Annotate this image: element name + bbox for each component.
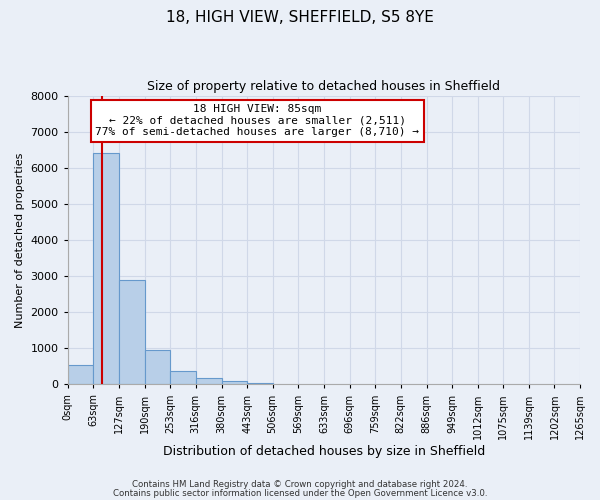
Text: Contains public sector information licensed under the Open Government Licence v3: Contains public sector information licen… [113, 488, 487, 498]
X-axis label: Distribution of detached houses by size in Sheffield: Distribution of detached houses by size … [163, 444, 485, 458]
Bar [119, 280, 145, 384]
Bar [170, 370, 196, 384]
Text: 18 HIGH VIEW: 85sqm
← 22% of detached houses are smaller (2,511)
77% of semi-det: 18 HIGH VIEW: 85sqm ← 22% of detached ho… [95, 104, 419, 138]
Bar [68, 364, 93, 384]
Bar [196, 378, 221, 384]
Text: 18, HIGH VIEW, SHEFFIELD, S5 8YE: 18, HIGH VIEW, SHEFFIELD, S5 8YE [166, 10, 434, 25]
Bar [221, 381, 247, 384]
Text: Contains HM Land Registry data © Crown copyright and database right 2024.: Contains HM Land Registry data © Crown c… [132, 480, 468, 489]
Bar [247, 382, 272, 384]
Bar [93, 154, 119, 384]
Bar [145, 350, 170, 384]
Title: Size of property relative to detached houses in Sheffield: Size of property relative to detached ho… [148, 80, 500, 93]
Y-axis label: Number of detached properties: Number of detached properties [15, 152, 25, 328]
